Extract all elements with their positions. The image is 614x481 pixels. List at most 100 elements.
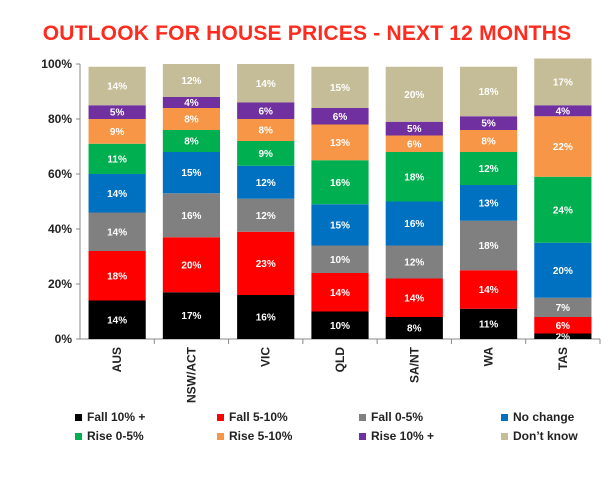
- bar-segment: [385, 66, 443, 122]
- legend-swatch: [501, 432, 508, 440]
- x-category-label: QLD: [333, 347, 347, 373]
- bar-segment: [311, 124, 369, 161]
- bar-segment: [385, 135, 443, 152]
- legend-swatch: [217, 413, 224, 421]
- legend-swatch: [217, 432, 224, 440]
- bar-segment: [237, 198, 295, 232]
- legend-swatch: [359, 413, 366, 421]
- data-label: 11%: [107, 154, 127, 165]
- data-label: 18%: [479, 241, 499, 252]
- data-label: 8%: [258, 126, 273, 137]
- data-label: 16%: [181, 211, 201, 222]
- bar-segment: [459, 66, 518, 117]
- legend-label: Fall 10% +: [87, 410, 146, 424]
- data-label: 14%: [107, 315, 127, 326]
- legend-label: Fall 0-5%: [371, 410, 424, 424]
- bar-segment: [385, 201, 443, 246]
- data-label: 17%: [181, 311, 201, 322]
- bar-segment: [162, 64, 221, 97]
- legend-swatch: [75, 432, 82, 440]
- data-label: 14%: [479, 285, 499, 296]
- data-label: 15%: [181, 168, 201, 179]
- bar-segment: [162, 152, 221, 194]
- bar-segment: [311, 160, 369, 205]
- x-category-label: NSW/ACT: [184, 346, 198, 403]
- data-label: 11%: [479, 319, 499, 330]
- data-label: 5%: [110, 108, 125, 119]
- data-label: 16%: [404, 219, 424, 230]
- data-label: 20%: [553, 266, 573, 277]
- legend-label: Don’t know: [513, 429, 578, 443]
- x-category-label: WA: [482, 347, 496, 367]
- legend-label: Rise 10% +: [371, 429, 435, 443]
- bar-segment: [534, 242, 592, 298]
- bar-segment: [237, 141, 295, 166]
- bar-segment: [237, 119, 295, 141]
- data-label: 14%: [256, 79, 276, 90]
- bar-segment: [237, 64, 295, 103]
- x-category-label: AUS: [110, 347, 124, 372]
- legend-label: Rise 5-10%: [229, 429, 293, 443]
- data-label: 9%: [110, 127, 125, 138]
- data-label: 14%: [107, 189, 127, 200]
- bar-segment: [162, 193, 221, 238]
- bar-segment: [311, 311, 369, 339]
- legend-item: Rise 5-10%: [217, 429, 359, 443]
- legend-item: Rise 0-5%: [75, 429, 217, 443]
- data-label: 8%: [481, 137, 496, 148]
- data-label: 5%: [481, 119, 496, 130]
- data-label: 6%: [407, 139, 422, 150]
- data-label: 5%: [407, 124, 422, 135]
- data-label: 24%: [553, 205, 573, 216]
- bar-segment: [88, 251, 146, 301]
- legend-item: Rise 10% +: [359, 429, 501, 443]
- bar-segment: [534, 333, 592, 339]
- bar-segment: [534, 105, 592, 117]
- y-tick-label: 60%: [48, 167, 72, 181]
- y-tick-label: 80%: [48, 112, 72, 126]
- data-label: 9%: [258, 149, 273, 160]
- bar-segment: [237, 165, 295, 199]
- data-label: 8%: [184, 115, 199, 126]
- data-label: 12%: [479, 164, 499, 175]
- data-label: 16%: [256, 313, 276, 324]
- data-label: 4%: [556, 106, 571, 117]
- data-label: 23%: [256, 259, 276, 270]
- bar-segment: [311, 204, 369, 246]
- data-label: 20%: [181, 260, 201, 271]
- bar-segment: [311, 66, 369, 108]
- chart-title: OUTLOOK FOR HOUSE PRICES - NEXT 12 MONTH…: [42, 22, 572, 45]
- stacked-bar-chart: 0% 20% 40% 60% 80% 100% 14% 18% 14% 14% 11% 9% 5% 14%…: [41, 57, 601, 403]
- data-label: 6%: [333, 112, 348, 123]
- legend-label: Rise 0-5%: [87, 429, 144, 443]
- data-label: 13%: [330, 138, 350, 149]
- bar-segment: [534, 58, 592, 106]
- data-label: 6%: [258, 106, 273, 117]
- y-tick-label: 40%: [48, 222, 72, 236]
- bar-segment: [459, 270, 518, 309]
- legend-item: Fall 10% +: [75, 410, 217, 424]
- data-label: 7%: [556, 303, 571, 314]
- bar-segment: [237, 295, 295, 339]
- bar-segment: [162, 130, 221, 152]
- bar-segment: [237, 231, 295, 295]
- legend: Fall 10% + Fall 5-10% Fall 0-5% No change Ri…: [75, 410, 595, 443]
- y-tick-label: 20%: [48, 277, 72, 291]
- y-tick-label: 0%: [55, 332, 73, 346]
- bar-segment: [459, 116, 518, 130]
- data-label: 14%: [107, 227, 127, 238]
- data-label: 17%: [553, 77, 573, 88]
- data-label: 10%: [330, 255, 350, 266]
- legend-item: Don’t know: [501, 429, 614, 443]
- bar-segment: [88, 66, 146, 106]
- data-label: 4%: [184, 98, 199, 109]
- data-label: 15%: [330, 83, 350, 94]
- bar-segment: [311, 273, 369, 312]
- data-label: 12%: [181, 76, 201, 87]
- bar-segment: [459, 152, 518, 185]
- legend-item: Fall 5-10%: [217, 410, 359, 424]
- legend-item: Fall 0-5%: [359, 410, 501, 424]
- bar-segment: [534, 297, 592, 317]
- bar-segment: [162, 97, 221, 108]
- data-label: 13%: [479, 198, 499, 209]
